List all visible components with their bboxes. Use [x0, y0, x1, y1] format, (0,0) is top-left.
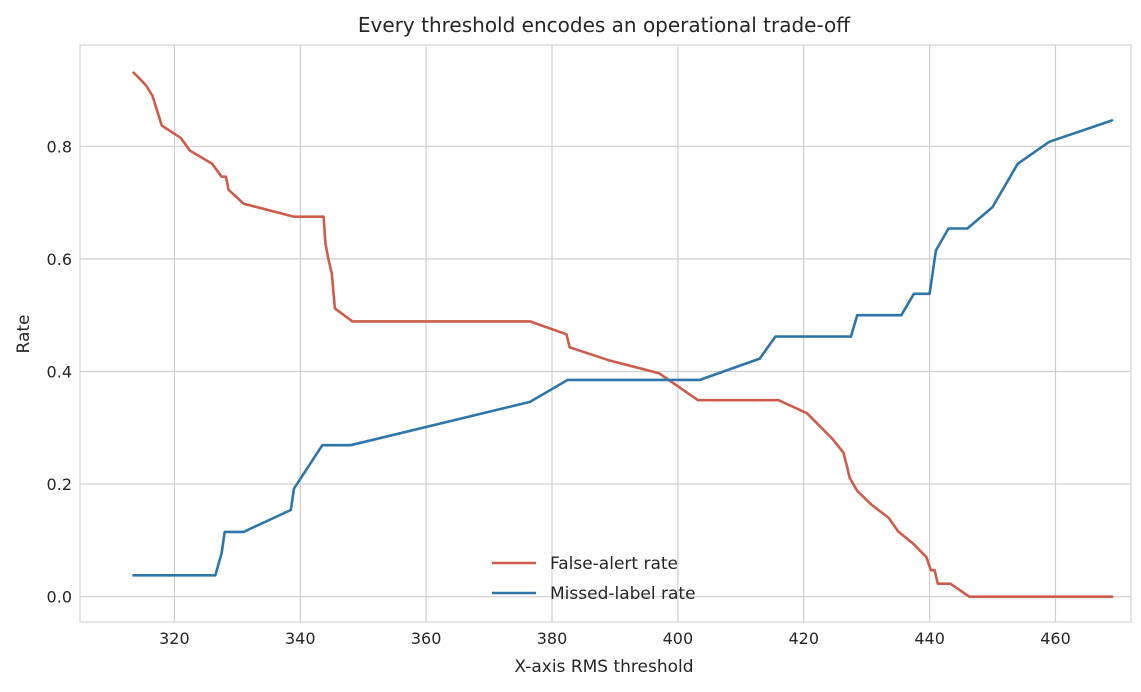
plot-frame: [79, 44, 1132, 623]
series-lines: [132, 71, 1114, 599]
tick-labels: 320 340 360 380 400 420 440 460 0.0 0.2 0.4 0.6 0.8: [47, 137, 1071, 648]
y-tick-label: 0.4: [47, 362, 72, 381]
x-tick-label: 340: [285, 629, 316, 648]
missed-label-rate-line: [132, 119, 1114, 577]
x-axis-label: X-axis RMS threshold: [514, 657, 693, 677]
y-tick-label: 0.0: [47, 588, 72, 607]
x-tick-label: 460: [1040, 629, 1071, 648]
x-tick-label: 400: [663, 629, 694, 648]
chart-title: Every threshold encodes an operational t…: [358, 13, 851, 37]
legend: False-alert rate Missed-label rate: [492, 554, 696, 604]
legend-label: False-alert rate: [550, 554, 678, 574]
grid: [80, 45, 1131, 622]
x-tick-label: 440: [914, 629, 945, 648]
y-axis-label: Rate: [14, 315, 34, 354]
x-tick-label: 320: [159, 629, 190, 648]
x-tick-label: 420: [788, 629, 819, 648]
x-tick-label: 360: [411, 629, 442, 648]
legend-label: Missed-label rate: [550, 584, 696, 604]
y-tick-label: 0.8: [47, 137, 72, 156]
y-tick-label: 0.2: [47, 475, 72, 494]
y-tick-label: 0.6: [47, 250, 72, 269]
x-tick-label: 380: [537, 629, 568, 648]
false-alert-rate-line: [132, 71, 1114, 599]
